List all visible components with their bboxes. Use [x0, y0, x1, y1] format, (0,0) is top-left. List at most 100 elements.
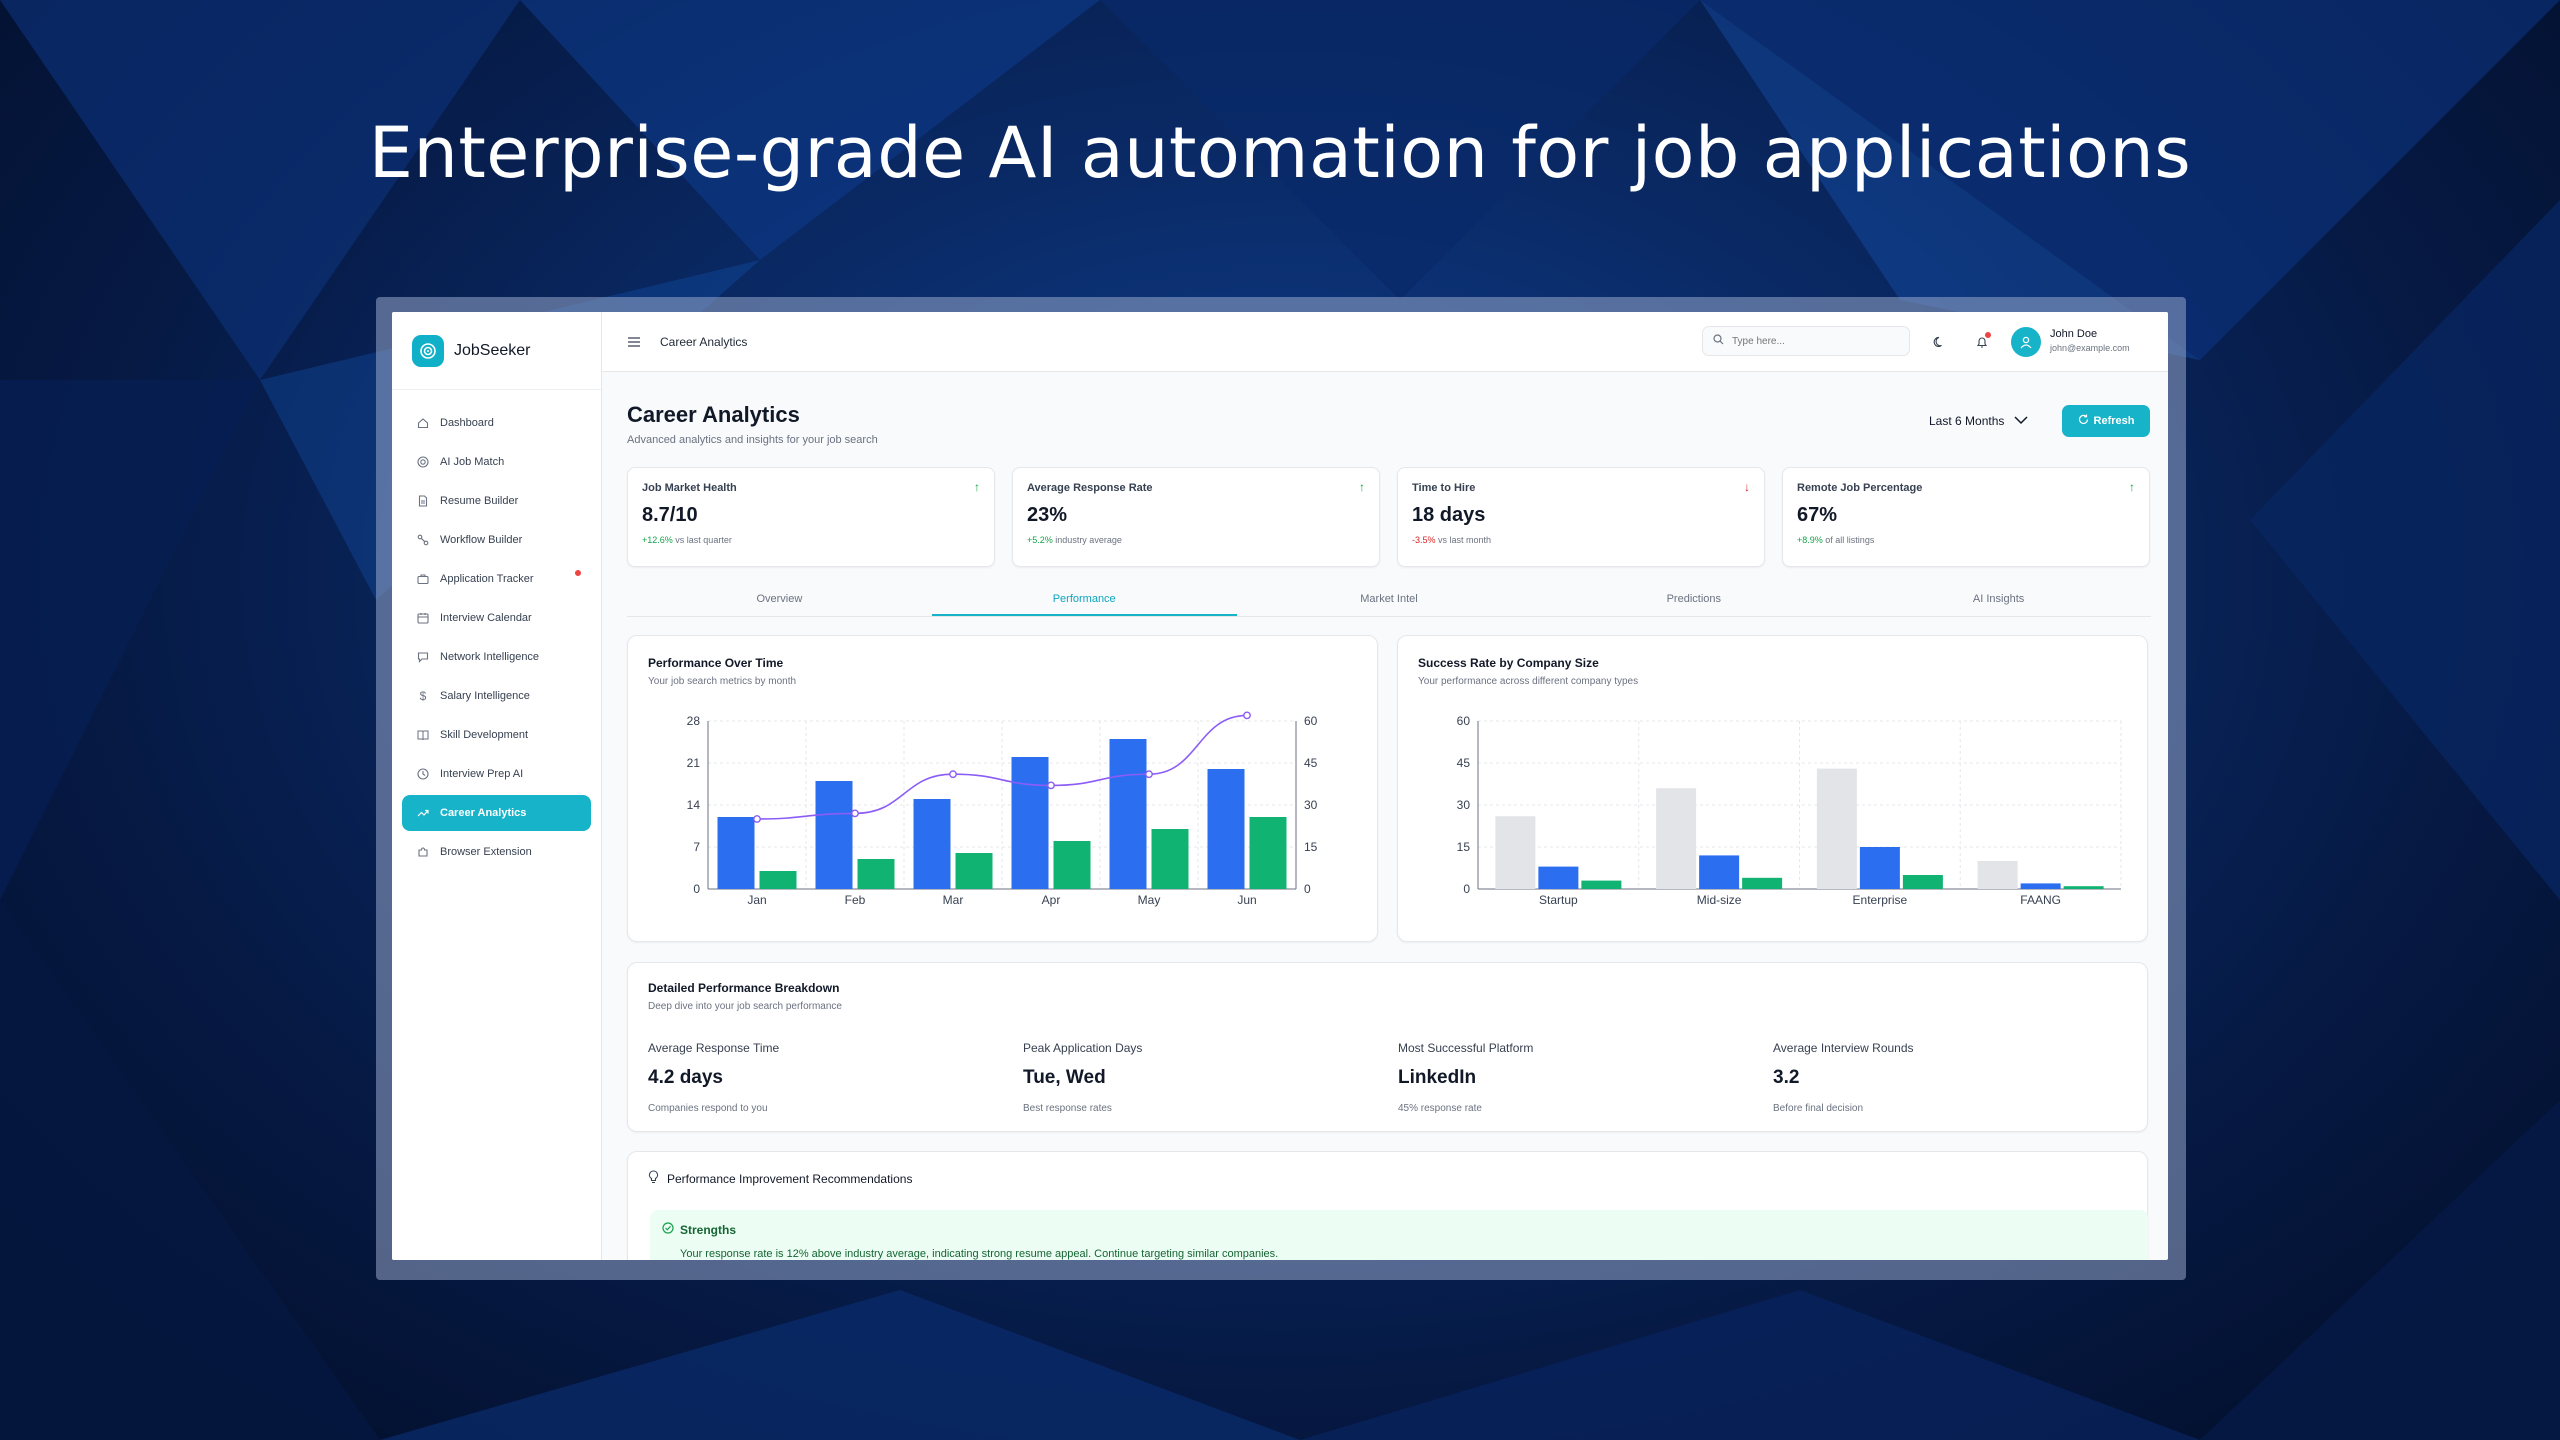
- sidebar-item-network-intelligence[interactable]: Network Intelligence: [402, 639, 591, 675]
- sidebar-item-dashboard[interactable]: Dashboard: [402, 405, 591, 441]
- sidebar-item-label: Browser Extension: [440, 846, 532, 858]
- kpi-label: Remote Job Percentage: [1797, 482, 1923, 494]
- x-tick-label: Startup: [1539, 893, 1578, 907]
- notification-dot: [1985, 332, 1991, 338]
- bar-series-1: [815, 781, 853, 889]
- bar-series-2: [1249, 817, 1287, 889]
- tab-market-intel[interactable]: Market Intel: [1360, 593, 1418, 605]
- metric-value: 4.2 days: [648, 1067, 723, 1088]
- sidebar-item-skill-development[interactable]: Skill Development: [402, 717, 591, 753]
- menu-icon[interactable]: [624, 332, 644, 352]
- brand-logo-icon: [412, 334, 444, 367]
- y-tick-label: 0: [1463, 882, 1470, 896]
- sidebar-item-application-tracker[interactable]: Application Tracker: [402, 561, 591, 597]
- sidebar-item-interview-prep-ai[interactable]: Interview Prep AI: [402, 756, 591, 792]
- page-headline: Enterprise-grade AI automation for job a…: [368, 112, 2192, 194]
- arrow-up-icon: ↑: [2129, 480, 2135, 494]
- sidebar-item-salary-intelligence[interactable]: $ Salary Intelligence: [402, 678, 591, 714]
- card-title: Performance Over Time: [648, 656, 784, 670]
- sidebar-item-resume-builder[interactable]: Resume Builder: [402, 483, 591, 519]
- sidebar-item-label: Application Tracker: [440, 573, 534, 585]
- y-tick-label: 60: [1457, 714, 1471, 728]
- notification-dot: [575, 570, 581, 576]
- tab-ai-insights[interactable]: AI Insights: [1972, 593, 2025, 605]
- sidebar-item-label: Skill Development: [440, 729, 529, 741]
- x-tick-label: Jan: [747, 893, 766, 907]
- metric-label: Peak Application Days: [1023, 1041, 1143, 1055]
- main-content: Career Analytics Advanced analytics and …: [602, 372, 2168, 1260]
- bar-series-1: [1011, 757, 1049, 889]
- card-subtitle: Your job search metrics by month: [648, 676, 797, 687]
- book-icon: [416, 728, 430, 742]
- sidebar-item-workflow-builder[interactable]: Workflow Builder: [402, 522, 591, 558]
- strengths-text: Your response rate is 12% above industry…: [680, 1248, 1279, 1260]
- user-name: John Doe: [2050, 328, 2098, 340]
- arrow-up-icon: ↑: [974, 480, 980, 494]
- kpi-value: 8.7/10: [642, 504, 698, 526]
- recommendations-title: Performance Improvement Recommendations: [667, 1171, 913, 1186]
- x-tick-label: Mar: [943, 893, 964, 907]
- user-email: john@example.com: [2050, 343, 2130, 353]
- kpi-change-note: industry average: [1055, 535, 1122, 545]
- refresh-button[interactable]: Refresh: [2062, 405, 2150, 437]
- search-box[interactable]: [1702, 326, 1910, 356]
- kpi-label: Average Response Rate: [1027, 482, 1153, 494]
- bell-icon[interactable]: [1972, 332, 1992, 352]
- tab-overview[interactable]: Overview: [756, 593, 803, 605]
- avatar[interactable]: [2011, 327, 2041, 357]
- kpi-card: Time to Hire ↓ 18 days -3.5% vs last mon…: [1397, 467, 1765, 567]
- y-tick-label: 28: [687, 714, 701, 728]
- card-subtitle: Your performance across different compan…: [1418, 676, 1639, 687]
- company-size-chart-card: Success Rate by Company Size Your perfor…: [1397, 635, 2148, 942]
- kpi-value: 67%: [1797, 504, 1838, 526]
- breakdown-metric: Average Interview Rounds 3.2 Before fina…: [1773, 1041, 2133, 1114]
- moon-icon[interactable]: [1929, 332, 1949, 352]
- x-tick-label: May: [1138, 893, 1161, 907]
- y-tick-label: 21: [687, 756, 701, 770]
- app-window: JobSeeker Dashboard AI Job Match Resume …: [392, 312, 2168, 1260]
- refresh-label: Refresh: [2093, 415, 2135, 427]
- metric-note: 45% response rate: [1398, 1103, 1482, 1114]
- page-subtitle: Advanced analytics and insights for your…: [627, 434, 878, 446]
- kpi-change-note: vs last quarter: [675, 535, 732, 545]
- brand[interactable]: JobSeeker: [392, 312, 601, 390]
- kpi-change: +12.6% vs last quarter: [642, 535, 732, 545]
- sidebar-item-career-analytics[interactable]: Career Analytics: [402, 795, 591, 831]
- period-select[interactable]: Last 6 Months: [1929, 414, 2028, 428]
- x-tick-label: Enterprise: [1853, 893, 1908, 907]
- puzzle-icon: [416, 845, 430, 859]
- y-tick-label: 7: [693, 840, 700, 854]
- recommendations-header: Performance Improvement Recommendations: [648, 1170, 912, 1187]
- topbar: Career Analytics John Doe john@example.c…: [602, 312, 2168, 372]
- sidebar-item-label: Workflow Builder: [440, 534, 523, 546]
- x-tick-label: Jun: [1237, 893, 1256, 907]
- sidebar-item-label: AI Job Match: [440, 456, 505, 468]
- calendar-icon: [416, 611, 430, 625]
- arrow-up-icon: ↑: [1359, 480, 1365, 494]
- search-input[interactable]: [1732, 335, 1892, 347]
- sidebar-item-browser-extension[interactable]: Browser Extension: [402, 834, 591, 870]
- sidebar-item-ai-job-match[interactable]: AI Job Match: [402, 444, 591, 480]
- sidebar-item-interview-calendar[interactable]: Interview Calendar: [402, 600, 591, 636]
- metric-value: 3.2: [1773, 1067, 1800, 1088]
- performance-chart: 0 7 14 21 28 0 15 30 45 60 Jan Feb Mar Apr May Jun: [687, 711, 1318, 907]
- target-icon: [416, 455, 430, 469]
- kpi-value: 23%: [1027, 504, 1068, 526]
- y-tick-label: 30: [1457, 798, 1471, 812]
- chat-icon: [416, 650, 430, 664]
- kpi-label: Job Market Health: [642, 482, 737, 494]
- kpi-change-value: -3.5%: [1412, 535, 1436, 545]
- x-tick-label: FAANG: [2020, 893, 2061, 907]
- kpi-change: -3.5% vs last month: [1412, 535, 1491, 545]
- bar-series-3: [1902, 875, 1943, 889]
- y2-tick-label: 60: [1304, 714, 1318, 728]
- kpi-card: Job Market Health ↑ 8.7/10 +12.6% vs las…: [627, 467, 995, 567]
- bar-series-2: [857, 859, 895, 889]
- workflow-icon: [416, 533, 430, 547]
- tab-performance[interactable]: Performance: [931, 584, 1237, 616]
- metric-label: Average Interview Rounds: [1773, 1041, 1914, 1055]
- y2-tick-label: 30: [1304, 798, 1318, 812]
- kpi-label: Time to Hire: [1412, 482, 1476, 494]
- line-series: [756, 714, 1248, 820]
- tab-predictions[interactable]: Predictions: [1666, 593, 1721, 605]
